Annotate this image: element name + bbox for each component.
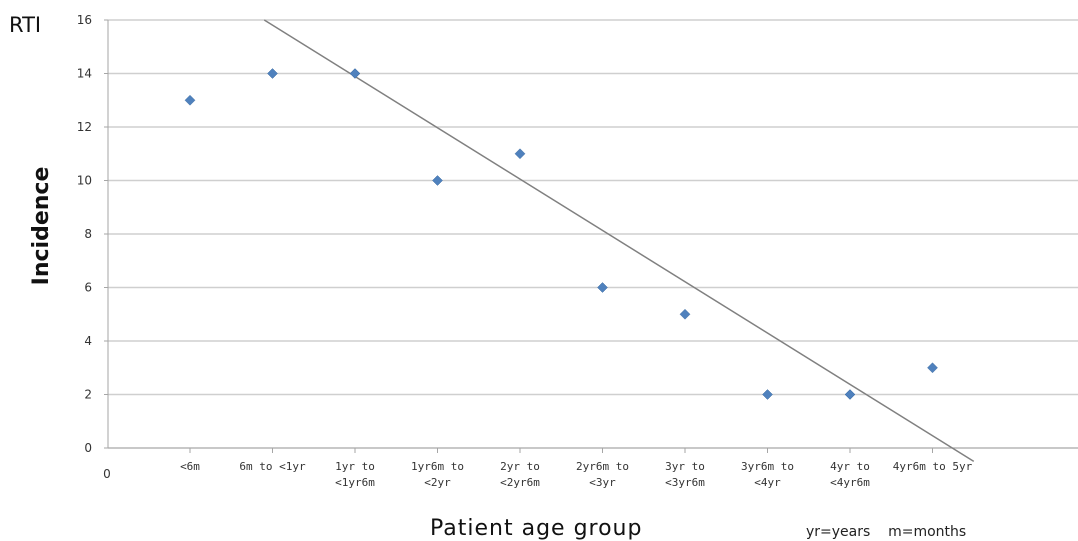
gridlines	[104, 19, 1078, 453]
y-tick-labels: 0 2 4 6 8 10 12 14 16	[77, 13, 92, 455]
y-tick-label: 4	[84, 334, 92, 348]
trendline-segment	[263, 19, 975, 463]
x-category-labels: <6m 6m to <1yr 1yr to <1yr6m 1yr6m to <2yr 2yr…	[180, 460, 973, 489]
x-tick-label: 4yr to	[830, 460, 870, 473]
x-tick-label: 2yr to	[500, 460, 540, 473]
y-tick-label: 2	[84, 388, 92, 402]
trendline	[263, 19, 975, 463]
x-tick-label: 6m to <1yr	[239, 460, 306, 473]
x-tick-label: <3yr6m	[665, 476, 705, 489]
x-tick-label: 3yr6m to	[741, 460, 794, 473]
y-tick-label: 14	[77, 67, 92, 81]
data-point	[267, 68, 278, 79]
x-origin-label: 0	[103, 467, 111, 481]
data-point	[762, 389, 773, 400]
x-tick-label: 1yr to	[335, 460, 375, 473]
x-tick-label: <4yr6m	[830, 476, 870, 489]
x-axis-label: Patient age group	[430, 516, 642, 541]
x-tick-label: <4yr	[754, 476, 781, 489]
x-tick-label: 1yr6m to	[411, 460, 464, 473]
data-point	[184, 94, 196, 106]
y-tick-label: 16	[77, 13, 92, 27]
data-point	[679, 308, 691, 320]
y-tick-label: 8	[84, 227, 92, 241]
x-tick-label: 4yr6m to 5yr	[893, 460, 973, 473]
data-point	[597, 282, 608, 293]
x-tick-label: <1yr6m	[335, 476, 375, 489]
x-tick-label: 2yr6m to	[576, 460, 629, 473]
x-tick-label: <2yr6m	[500, 476, 540, 489]
x-tick-label: <2yr	[424, 476, 451, 489]
y-axis-label: Incidence	[29, 167, 54, 286]
data-point	[844, 389, 856, 400]
data-point	[927, 362, 938, 374]
data-point	[432, 175, 443, 186]
x-tick-label: <6m	[180, 460, 200, 473]
y-tick-label: 10	[77, 174, 92, 188]
data-points	[184, 68, 938, 400]
y-tick-label: 0	[84, 441, 92, 455]
data-point	[514, 148, 526, 160]
y-tick-label: 6	[84, 281, 92, 295]
abbreviation-note: yr=years m=months	[806, 524, 966, 540]
y-tick-label: 12	[77, 120, 92, 134]
data-point	[349, 68, 361, 79]
x-tick-label: <3yr	[589, 476, 616, 489]
x-tick-label: 3yr to	[665, 460, 705, 473]
rti-corner-label: RTI	[9, 13, 41, 37]
